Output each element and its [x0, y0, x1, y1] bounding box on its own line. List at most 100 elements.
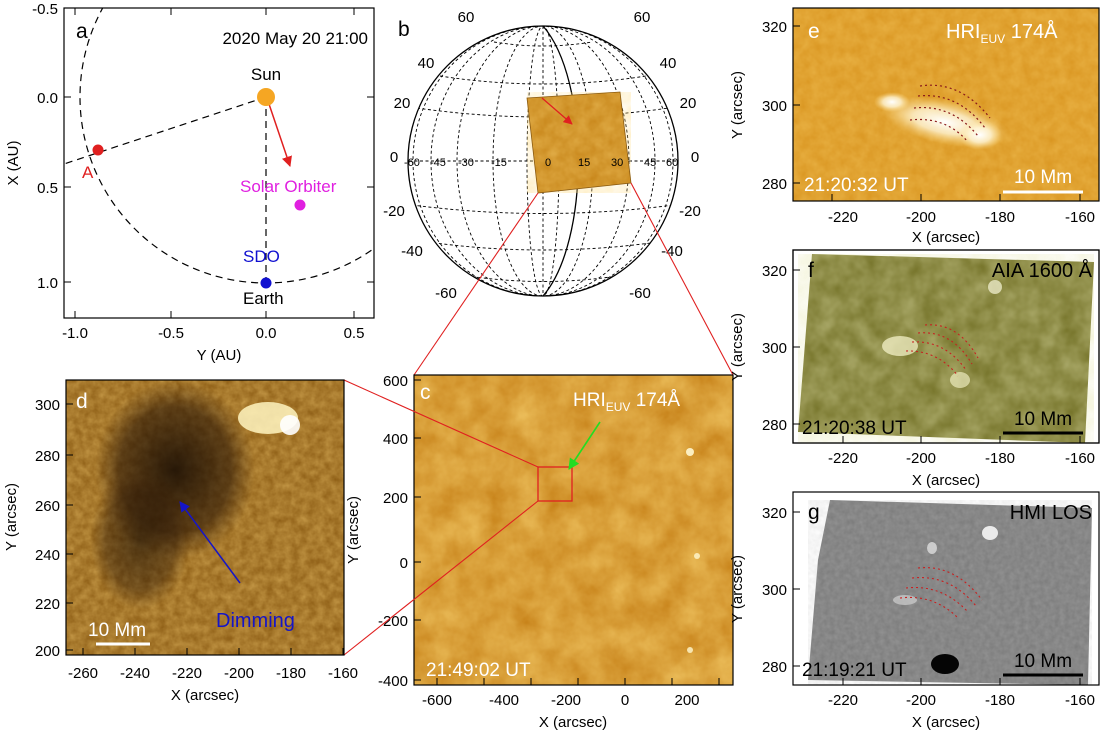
panel-f-xlabel: X (arcsec) [912, 472, 980, 489]
globe-fov-image [526, 91, 632, 194]
lat-label: -40 [661, 243, 683, 260]
panel-d-xtick: -160 [328, 665, 358, 682]
sdo-label: SDO [243, 247, 280, 266]
panel-d-letter: d [76, 390, 88, 413]
panel-d-xtick: -220 [172, 665, 202, 682]
lon-label: 60 [666, 157, 678, 169]
panel-e-xlabel: X (arcsec) [912, 229, 980, 246]
panel-e-ytick: 320 [762, 19, 787, 36]
panel-a-ytick: 0.0 [37, 90, 58, 107]
dimming-label: Dimming [216, 610, 295, 632]
panel-d-ytick: 300 [35, 397, 60, 414]
lon-label: -15 [491, 157, 507, 169]
earth-label: Earth [243, 289, 284, 308]
globe-longitude-labels: -60 -45 -30 -15 0 15 30 45 60 [404, 157, 678, 169]
panel-d: Dimming d 10 Mm -260 -240 -220 -200 -180… [3, 379, 358, 704]
panel-g: g HMI LOS 21:19:21 UT 10 Mm -220 -200 -1… [729, 491, 1100, 731]
panel-d-ylabel: Y (arcsec) [3, 483, 20, 551]
panel-c-ytick: 0 [400, 555, 408, 572]
panel-c-xtick: -200 [551, 692, 581, 709]
stereo-a-label: A [82, 163, 94, 182]
panel-a-xtick: 0.0 [256, 325, 277, 342]
panel-c-ytick: 400 [383, 431, 408, 448]
panel-e-xtick: -180 [985, 209, 1015, 226]
panel-g-xtick: -220 [828, 692, 858, 709]
panel-f-time: 21:20:38 UT [802, 418, 907, 439]
panel-d-xtick: -240 [120, 665, 150, 682]
panel-g-letter: g [808, 501, 820, 524]
lat-label: 60 [634, 9, 651, 26]
lat-label: 60 [458, 9, 475, 26]
panel-c-ytick: 200 [383, 490, 408, 507]
lat-label: -20 [383, 203, 405, 220]
panel-a-ytick: -0.5 [32, 1, 58, 18]
dimming-arrow [179, 501, 241, 584]
panel-f-xtick: -160 [1065, 450, 1095, 467]
panel-e-ylabel: Y (arcsec) [729, 71, 746, 139]
panel-f-instrument: AIA 1600 Å [992, 259, 1093, 282]
panel-c-green-arrow [568, 421, 601, 470]
panel-d-ytick: 240 [35, 547, 60, 564]
panel-e: e HRIEUV 174Å 21:20:32 UT 10 Mm -220 -20… [729, 7, 1100, 246]
panel-f: f AIA 1600 Å 21:20:38 UT 10 Mm -220 -200… [729, 249, 1100, 489]
panel-a-letter: a [76, 20, 88, 43]
lat-label: 0 [691, 149, 699, 166]
panel-d-xtick: -180 [276, 665, 306, 682]
panel-g-ytick: 280 [762, 659, 787, 676]
panel-a-ylabel: X (AU) [5, 140, 22, 185]
panel-g-xlabel: X (arcsec) [912, 714, 980, 731]
lat-label: -20 [679, 203, 701, 220]
solar-orbiter-marker [294, 199, 306, 211]
panel-e-xtick: -160 [1065, 209, 1095, 226]
panel-e-ytick: 300 [762, 98, 787, 115]
lon-label: -30 [458, 157, 474, 169]
globe-limb [407, 25, 679, 297]
panel-f-letter: f [808, 259, 814, 282]
panel-d-scale-label: 10 Mm [88, 620, 146, 641]
panel-c-ytick: -200 [378, 613, 408, 630]
zoom-box [537, 466, 573, 502]
lon-label: 45 [644, 157, 656, 169]
panel-e-time: 21:20:32 UT [804, 175, 909, 196]
panel-c-xtick: -600 [422, 692, 452, 709]
lat-label: -60 [629, 285, 651, 302]
panel-e-ytick: 280 [762, 176, 787, 193]
panel-g-ytick: 320 [762, 505, 787, 522]
panel-a-xtick: -0.5 [158, 325, 184, 342]
panel-d-xtick: -260 [68, 665, 98, 682]
panel-b: -60 -45 -30 -15 0 15 30 45 60 60 40 20 0… [383, 9, 701, 302]
sun-label: Sun [251, 65, 281, 84]
panel-a-xtick: -1.0 [62, 325, 88, 342]
panel-e-scale-label: 10 Mm [1014, 167, 1072, 188]
connector-line [343, 379, 539, 468]
panel-g-instrument: HMI LOS [1010, 502, 1092, 524]
panel-a-ticks [64, 7, 374, 318]
lat-label: 40 [418, 55, 435, 72]
globe-latitude-labels: 60 40 20 0 -20 -40 -60 60 40 20 0 -20 -4… [383, 9, 701, 302]
panel-d-ytick: 200 [35, 643, 60, 660]
panel-c-letter: c [420, 381, 431, 404]
panel-c-instrument: HRIEUV 174Å [573, 390, 680, 414]
panel-d-ytick: 220 [35, 596, 60, 613]
panel-c-xtick: 0 [621, 692, 629, 709]
panel-c-xlabel: X (arcsec) [539, 714, 607, 731]
panel-d-ytick: 260 [35, 498, 60, 515]
panel-a-ytick: 0.5 [37, 180, 58, 197]
panel-c-ytick: -400 [378, 673, 408, 690]
panel-g-ytick: 300 [762, 582, 787, 599]
panel-a-xtick: 0.5 [344, 325, 365, 342]
lat-label: 0 [390, 149, 398, 166]
connector-line [413, 192, 539, 376]
panel-f-ylabel: Y (arcsec) [729, 313, 746, 381]
lat-label: -40 [401, 243, 423, 260]
panel-a-date: 2020 May 20 21:00 [222, 29, 368, 48]
lat-label: 20 [394, 95, 411, 112]
earth-marker [260, 277, 272, 289]
panel-f-xtick: -220 [828, 450, 858, 467]
panel-d-ytick: 280 [35, 448, 60, 465]
solar-orbiter-label: Solar Orbiter [240, 177, 337, 196]
sun-marker [257, 88, 275, 106]
panel-e-xtick: -200 [906, 209, 936, 226]
lat-label: -60 [435, 285, 457, 302]
panel-c-xtick: 200 [674, 692, 699, 709]
